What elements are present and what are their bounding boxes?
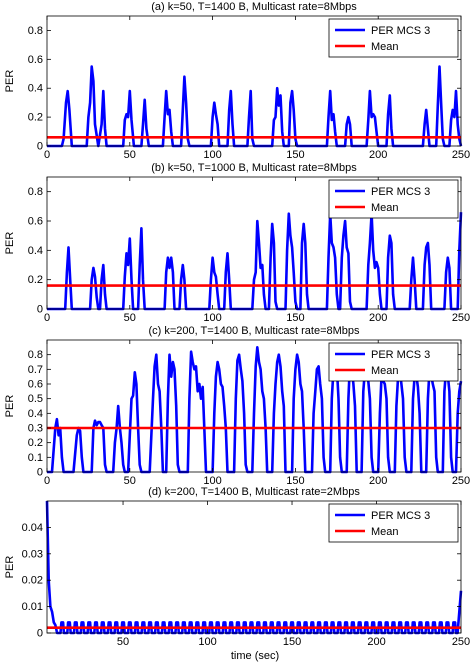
legend: PER MCS 3 Mean [328, 18, 459, 58]
x-tick-label: 250 [452, 475, 470, 487]
y-axis-label: PER [4, 556, 16, 579]
y-tick-label: 0.2 [28, 112, 43, 124]
y-axis-label: PER [4, 395, 16, 418]
y-tick-label: 0.8 [28, 186, 43, 198]
legend-box [328, 18, 459, 58]
legend-box [328, 503, 459, 543]
x-axis-label: time (sec) [231, 650, 279, 662]
axes-frame [46, 176, 462, 310]
y-axis-label: PER [4, 70, 16, 93]
x-tick-label: 250 [452, 636, 470, 648]
y-axis-label: PER [4, 232, 16, 255]
y-tick-label: 0.4 [28, 245, 43, 257]
y-tick-label: 0.4 [28, 83, 43, 95]
y-tick-label: 0 [37, 141, 43, 153]
y-tick-label: 0.3 [28, 423, 43, 435]
x-tick-label: 150 [286, 475, 304, 487]
y-tick-label: 0.6 [28, 216, 43, 228]
x-tick-label: 0 [44, 475, 50, 487]
y-tick-label: 0.4 [28, 408, 43, 420]
legend: PER MCS 3 Mean [328, 342, 459, 382]
y-tick-label: 0.8 [28, 25, 43, 37]
y-tick-label: 0.03 [22, 548, 43, 560]
y-tick-label: 0 [37, 304, 43, 316]
chart-panel-2: (c) k=200, T=1400 B, Multicast rate=8Mbp… [4, 325, 470, 487]
legend-label: Mean [371, 202, 399, 214]
x-tick-label: 50 [124, 475, 136, 487]
legend: PER MCS 3 Mean [328, 179, 459, 219]
x-tick-label: 200 [369, 475, 387, 487]
legend-box [328, 342, 459, 382]
x-tick-label: 150 [283, 636, 301, 648]
chart-panel-1: (b) k=50, T=1000 B, Multicast rate=8Mbps… [4, 162, 470, 324]
x-tick-label: 100 [198, 636, 216, 648]
chart-title: (d) k=200, T=1400 B, Multicast rate=2Mbp… [148, 486, 360, 498]
x-tick-label: 250 [452, 312, 470, 324]
x-tick-label: 50 [124, 312, 136, 324]
axes-frame [46, 500, 462, 634]
chart-panel-0: (a) k=50, T=1400 B, Multicast rate=8Mbps… [4, 1, 470, 161]
x-tick-label: 200 [369, 149, 387, 161]
axes-frame [46, 339, 462, 473]
y-tick-label: 0.2 [28, 274, 43, 286]
x-tick-label: 250 [452, 149, 470, 161]
axes-frame [46, 15, 462, 147]
x-tick-label: 0 [44, 149, 50, 161]
y-tick-label: 0.01 [22, 601, 43, 613]
x-tick-label: 150 [286, 149, 304, 161]
y-tick-label: 0.5 [28, 393, 43, 405]
chart-title: (b) k=50, T=1000 B, Multicast rate=8Mbps [151, 162, 357, 174]
y-tick-label: 0.8 [28, 349, 43, 361]
legend-label: PER MCS 3 [371, 510, 430, 522]
y-tick-label: 0.2 [28, 437, 43, 449]
x-tick-label: 100 [203, 149, 221, 161]
series-line-per [47, 212, 463, 311]
y-tick-label: 0.6 [28, 379, 43, 391]
y-tick-label: 0.02 [22, 575, 43, 587]
legend-label: PER MCS 3 [371, 349, 430, 361]
y-tick-label: 0.1 [28, 452, 43, 464]
legend-label: Mean [371, 526, 399, 538]
y-tick-label: 0.6 [28, 54, 43, 66]
chart-panel-3: (d) k=200, T=1400 B, Multicast rate=2Mbp… [4, 486, 470, 648]
x-tick-label: 200 [367, 636, 385, 648]
chart-title: (a) k=50, T=1400 B, Multicast rate=8Mbps [151, 1, 357, 13]
y-tick-label: 0 [37, 467, 43, 479]
x-tick-label: 50 [124, 149, 136, 161]
y-tick-label: 0.7 [28, 364, 43, 376]
x-tick-label: 0 [44, 312, 50, 324]
chart-title: (c) k=200, T=1400 B, Multicast rate=8Mbp… [148, 325, 360, 337]
legend-label: Mean [371, 41, 399, 53]
legend: PER MCS 3 Mean [328, 503, 459, 543]
x-tick-label: 200 [369, 312, 387, 324]
legend-label: PER MCS 3 [371, 186, 430, 198]
x-tick-label: 150 [286, 312, 304, 324]
x-tick-label: 100 [203, 312, 221, 324]
legend-label: Mean [371, 365, 399, 377]
y-tick-label: 0.04 [22, 522, 43, 534]
x-tick-label: 50 [117, 636, 129, 648]
legend-label: PER MCS 3 [371, 25, 430, 37]
legend-box [328, 179, 459, 219]
y-tick-label: 0 [37, 628, 43, 640]
x-tick-label: 100 [203, 475, 221, 487]
